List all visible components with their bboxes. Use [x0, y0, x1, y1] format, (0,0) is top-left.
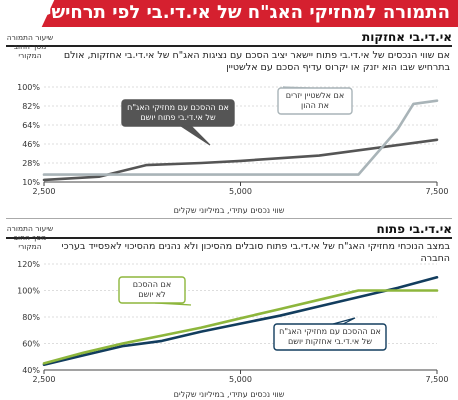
chart1-title: אי.די.בי אחזקות — [362, 30, 452, 44]
chart2-ytick-label: 60% — [22, 340, 40, 349]
chart1-xtick-label: 5,000 — [229, 187, 252, 196]
chart1-ytick-label: 10% — [22, 178, 40, 187]
annotation-text: של אי.די.בי פתוח יושם — [140, 113, 216, 122]
annotation-text: אם ההסכם — [133, 280, 171, 289]
chart1-subtitle: אם שווי הנכסים של אי.די.בי פתוח יישאר יצ… — [63, 50, 450, 73]
chart1-ytick-label: 64% — [22, 121, 40, 130]
chart2-ytick-label: 40% — [22, 366, 40, 375]
annotation-text: לא יושם — [138, 290, 165, 299]
chart1-ytick-label: 82% — [22, 102, 40, 111]
annotation-text: של אי.די.בי אחזקות יושם — [288, 337, 372, 346]
chart1-annotation-1: אם ההסכם עם מחזיקי האג"חשל אי.די.בי פתוח… — [121, 99, 235, 146]
annotation-pointer — [178, 125, 211, 146]
chart2-series-line-2 — [42, 289, 439, 365]
chart1-ytick-label: 100% — [17, 83, 40, 92]
page-title: התמורה למחזיקי האג"ח של אי.די.בי לפי תרח… — [33, 2, 450, 23]
annotation-box — [273, 323, 387, 351]
chart1-ytick-label: 28% — [22, 159, 40, 168]
chart2-xtick-label: 2,500 — [33, 375, 56, 384]
chart2-title-rule — [6, 237, 452, 239]
header-banner: התמורה למחזיקי האג"ח של אי.די.בי לפי תרח… — [0, 0, 458, 27]
chart2-xtick-label: 7,500 — [426, 375, 449, 384]
chart2-ytick-label: 120% — [17, 260, 40, 269]
chart2-series-line-1 — [42, 275, 439, 367]
chart2-ytick-label: 80% — [22, 313, 40, 322]
chart1-ytick-label: 46% — [22, 140, 40, 149]
chart1-series-line-2 — [42, 99, 439, 176]
annotation-text: אם ההסכם עם מחזיקי האג"ח — [279, 327, 381, 336]
chart1-xlabel: שווי נכסים עתידי, במיליוני שקלים — [173, 206, 285, 215]
chart1-xtick-label: 2,500 — [33, 187, 56, 196]
annotation-box — [118, 276, 186, 304]
chart2-ytick-label: 100% — [17, 287, 40, 296]
banner-background — [60, 0, 458, 27]
annotation-text: את ההון — [301, 101, 329, 110]
chart2-xtick-label: 5,000 — [229, 375, 252, 384]
section-divider — [6, 218, 452, 219]
chart2-annotation-2: אם ההסכם עם מחזיקי האג"חשל אי.די.בי אחזק… — [273, 317, 387, 351]
chart1-series-line-1 — [42, 138, 439, 182]
chart2-ylabel: שיעור התמורה מסך החוב המקורי — [6, 224, 54, 251]
chart1-xtick-label: 7,500 — [426, 187, 449, 196]
chart2-title: אי.די.בי פתוח — [376, 222, 452, 236]
chart1-title-rule — [6, 45, 452, 47]
chart2-xlabel: שווי נכסים עתידי, במיליוני שקלים — [173, 390, 285, 399]
annotation-pointer — [332, 317, 356, 325]
annotation-box — [277, 87, 353, 115]
chart1-ylabel: שיעור התמורה מסך החוב המקורי — [6, 33, 54, 60]
annotation-text: אם אלשטיין יזרים — [286, 91, 344, 100]
annotation-box — [121, 99, 235, 127]
annotation-text: אם ההסכם עם מחזיקי האג"ח — [127, 103, 229, 112]
chart2-subtitle: במצב הנוכחי מחזיקי האג"ח של אי.די.בי פתו… — [61, 241, 450, 264]
